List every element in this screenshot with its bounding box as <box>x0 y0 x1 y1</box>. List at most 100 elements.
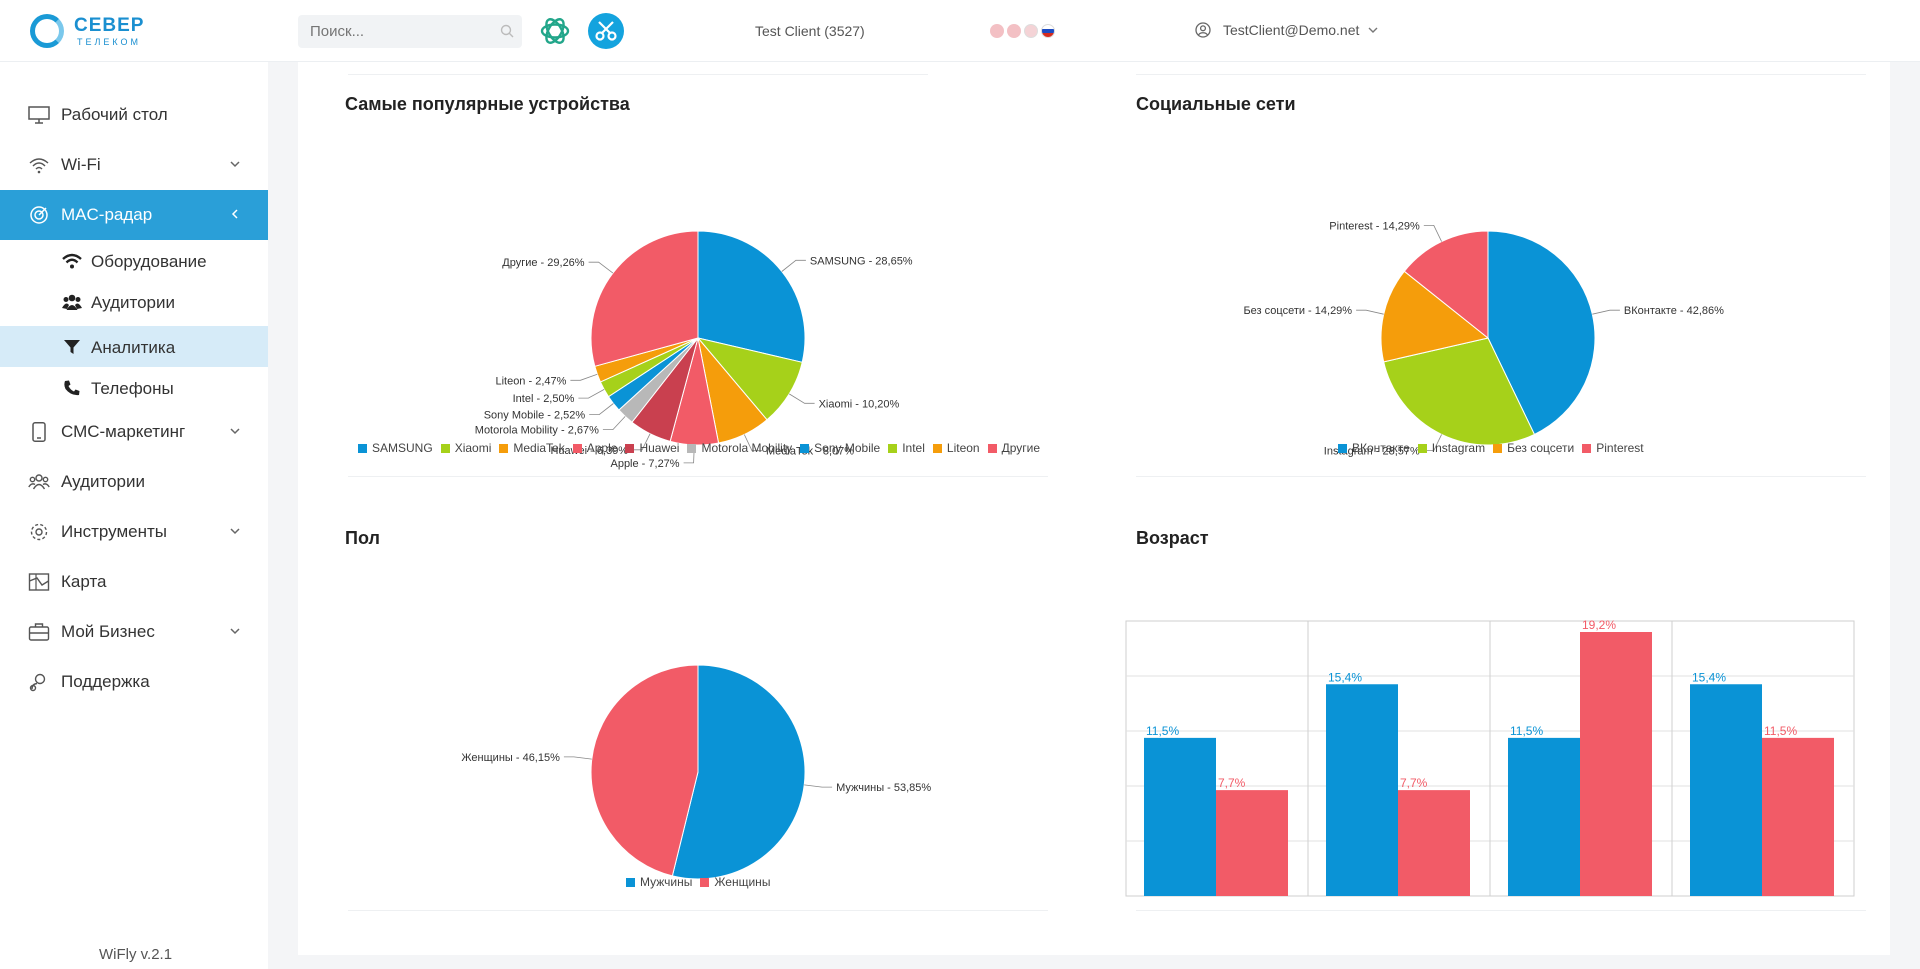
sidebar-item-label: Аудитории <box>61 472 145 491</box>
pie-data-label: Xiaomi - 10,20% <box>819 398 900 410</box>
legend-item[interactable]: MediaTek <box>499 441 565 455</box>
pie-label-connector <box>788 393 815 404</box>
legend-item[interactable]: Без соцсети <box>1493 441 1574 455</box>
sidebar-item-label: MAC-радар <box>61 205 153 224</box>
search-box <box>298 15 522 48</box>
legend-item[interactable]: Женщины <box>700 875 770 889</box>
legend-swatch <box>358 444 367 453</box>
legend-swatch <box>1417 444 1427 453</box>
divider <box>348 476 1048 477</box>
language-flags <box>990 24 1058 38</box>
pie-slice-instagram[interactable] <box>1383 337 1536 446</box>
map-icon <box>28 573 50 591</box>
legend-item[interactable]: Huawei <box>625 441 679 455</box>
gear-icon <box>30 523 48 541</box>
flag-icon[interactable] <box>990 24 1004 38</box>
chevron-down-icon <box>230 628 240 635</box>
sidebar-subitem-equipment[interactable]: Оборудование <box>0 240 268 281</box>
chevron-down-icon <box>230 428 240 435</box>
legend-item[interactable]: ВКонтакте <box>1338 441 1410 455</box>
scrollbar[interactable] <box>1896 62 1920 969</box>
sidebar-subitem-audiences[interactable]: Аудитории <box>0 281 268 322</box>
pie-slice-мужчины[interactable] <box>671 664 806 880</box>
pie-label-connector <box>1423 225 1442 242</box>
legend-item[interactable]: SAMSUNG <box>358 441 433 455</box>
legend-swatch <box>687 444 697 453</box>
pie-slice-женщины[interactable] <box>590 664 699 877</box>
sidebar-subitem-label: Оборудование <box>91 252 207 271</box>
bar-data-label: 11,5% <box>1146 724 1179 738</box>
bar-data-label: 15,4% <box>1328 670 1362 684</box>
scissors-icon <box>595 21 617 41</box>
search-input[interactable] <box>298 15 522 48</box>
user-icon <box>1195 22 1211 38</box>
legend-item[interactable]: Motorola Mobility <box>687 441 792 455</box>
bar[interactable] <box>1580 632 1652 896</box>
legend-item[interactable]: Мужчины <box>626 875 692 889</box>
pie-data-label: Мужчины - 53,85% <box>836 782 931 794</box>
legend-label: Другие <box>1001 441 1041 455</box>
sidebar-item-audiences[interactable]: Аудитории <box>0 457 268 507</box>
legend-item[interactable]: Другие <box>987 441 1041 455</box>
flag-uk-icon[interactable] <box>1024 24 1038 38</box>
legend-swatch <box>932 444 942 453</box>
legend-item[interactable]: Apple <box>572 441 617 455</box>
search-icon[interactable] <box>500 24 514 38</box>
sidebar-item-wifi[interactable]: Wi-Fi <box>0 140 268 190</box>
pie-slice-другие[interactable] <box>590 230 699 367</box>
pie-data-label: ВКонтакте - 42,86% <box>1624 305 1724 317</box>
bar-data-label: 11,5% <box>1764 724 1797 738</box>
legend-swatch <box>572 444 582 453</box>
legend-label: Без соцсети <box>1507 441 1575 455</box>
flag-icon[interactable] <box>1007 24 1021 38</box>
sidebar-item-desktop[interactable]: Рабочий стол <box>0 90 268 140</box>
bar[interactable] <box>1762 737 1834 896</box>
bar[interactable] <box>1508 737 1580 896</box>
chevron-down-icon <box>230 528 240 535</box>
logo-ring-icon <box>30 14 64 48</box>
devices-chart-legend: SAMSUNG Xiaomi MediaTek Apple Huawei Motorola… <box>358 441 1048 455</box>
pie-data-label: Motorola Mobility - 2,67% <box>475 425 599 437</box>
pie-label-connector <box>1592 309 1620 315</box>
sidebar-item-business[interactable]: Мой Бизнес <box>0 607 268 657</box>
scissors-button[interactable] <box>588 13 624 49</box>
chatgpt-icon[interactable] <box>537 13 573 49</box>
devices-pie-chart: SAMSUNG - 28,65% Xiaomi - 10,20% MediaTek … <box>475 230 913 470</box>
users-icon <box>28 474 50 490</box>
legend-label: Xiaomi <box>454 441 492 455</box>
legend-label: Pinterest <box>1596 441 1644 455</box>
sidebar-item-label: Мой Бизнес <box>61 622 155 641</box>
flag-ru-icon[interactable] <box>1041 24 1055 38</box>
radar-icon <box>30 206 48 224</box>
age-bar-chart: 11,5%7,7%18-2415,4%7,7%25-3411,5%19,2%35… <box>1125 618 1855 897</box>
pie-label-connector <box>804 784 833 788</box>
user-email: TestClient@Demo.net <box>1223 22 1360 38</box>
pie-data-label: Pinterest - 14,29% <box>1329 220 1420 232</box>
legend-item[interactable]: Sony Mobile <box>800 441 880 455</box>
sidebar-item-support[interactable]: Поддержка <box>0 657 268 707</box>
legend-item[interactable]: Instagram <box>1417 441 1485 455</box>
sidebar-item-tools[interactable]: Инструменты <box>0 507 268 557</box>
sidebar-item-label: Карта <box>61 572 107 591</box>
legend-swatch <box>625 444 635 453</box>
legend-swatch <box>987 444 997 453</box>
legend-item[interactable]: Pinterest <box>1582 441 1644 455</box>
sidebar-item-sms[interactable]: СМС-маркетинг <box>0 407 268 457</box>
sidebar-item-mac-radar[interactable]: MAC-радар <box>0 190 268 240</box>
bar[interactable] <box>1398 790 1470 896</box>
pie-label-connector <box>588 261 614 274</box>
logo[interactable]: СЕВЕР ТЕЛЕКОМ <box>30 12 143 50</box>
pie-data-label: Женщины - 46,15% <box>461 752 560 764</box>
legend-item[interactable]: Intel <box>888 441 925 455</box>
client-name[interactable]: Test Client (3527) <box>755 23 865 39</box>
sidebar-subitem-analytics[interactable]: Аналитика <box>0 326 268 367</box>
bar[interactable] <box>1216 790 1288 896</box>
sidebar-item-map[interactable]: Карта <box>0 557 268 607</box>
legend-item[interactable]: Liteon <box>932 441 980 455</box>
pie-slice-samsung[interactable] <box>697 230 806 363</box>
sidebar-subitem-phones[interactable]: Телефоны <box>0 367 268 408</box>
legend-item[interactable]: Xiaomi <box>440 441 492 455</box>
bar[interactable] <box>1326 684 1398 896</box>
bar[interactable] <box>1690 684 1762 896</box>
bar[interactable] <box>1144 737 1216 896</box>
